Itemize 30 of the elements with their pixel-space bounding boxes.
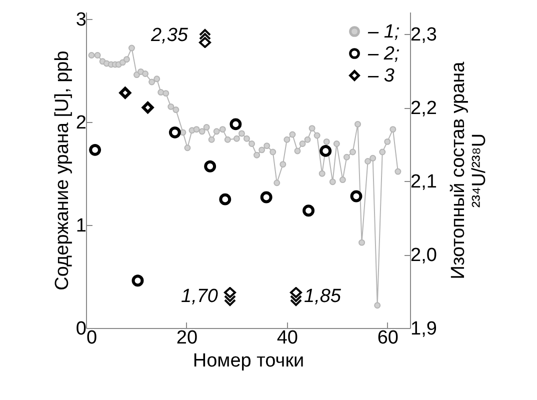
y-tick-label: 1	[76, 216, 86, 237]
legend-label: – 2;	[367, 44, 400, 64]
legend-label: – 3	[367, 66, 395, 86]
point	[350, 190, 362, 202]
annotation: 2,35	[151, 25, 188, 46]
y-tick-label: 2	[76, 112, 86, 134]
point	[230, 118, 242, 130]
y2-axis-title: Изотопный состав урана ²³⁴U/²³⁸U	[448, 61, 490, 280]
annotation: 1,70	[181, 286, 218, 307]
point	[302, 204, 314, 217]
y2-tick-label: 2,3	[410, 24, 437, 46]
y-axis-title: Содержание урана [U], ppb	[52, 50, 73, 290]
x-tick-label: 40	[276, 328, 298, 348]
point	[320, 144, 332, 157]
y2-tick-label: 2,0	[410, 245, 437, 266]
x-tick-label: 20	[176, 328, 198, 348]
y-tick-label: 3	[76, 10, 86, 31]
point	[132, 274, 144, 287]
point	[219, 193, 232, 206]
annotation: 1,85	[304, 286, 341, 307]
point	[168, 126, 181, 138]
x-axis-title: Номер точки	[192, 350, 304, 372]
legend-label: – 1;	[367, 22, 400, 42]
point	[89, 144, 102, 156]
x-tick-label: 60	[377, 328, 398, 348]
y2-tick-label: 2,1	[410, 172, 437, 193]
point	[260, 191, 272, 204]
y2-tick-label: 1,9	[410, 318, 437, 340]
y2-tick-label: 2,2	[410, 98, 437, 120]
point	[204, 160, 216, 172]
